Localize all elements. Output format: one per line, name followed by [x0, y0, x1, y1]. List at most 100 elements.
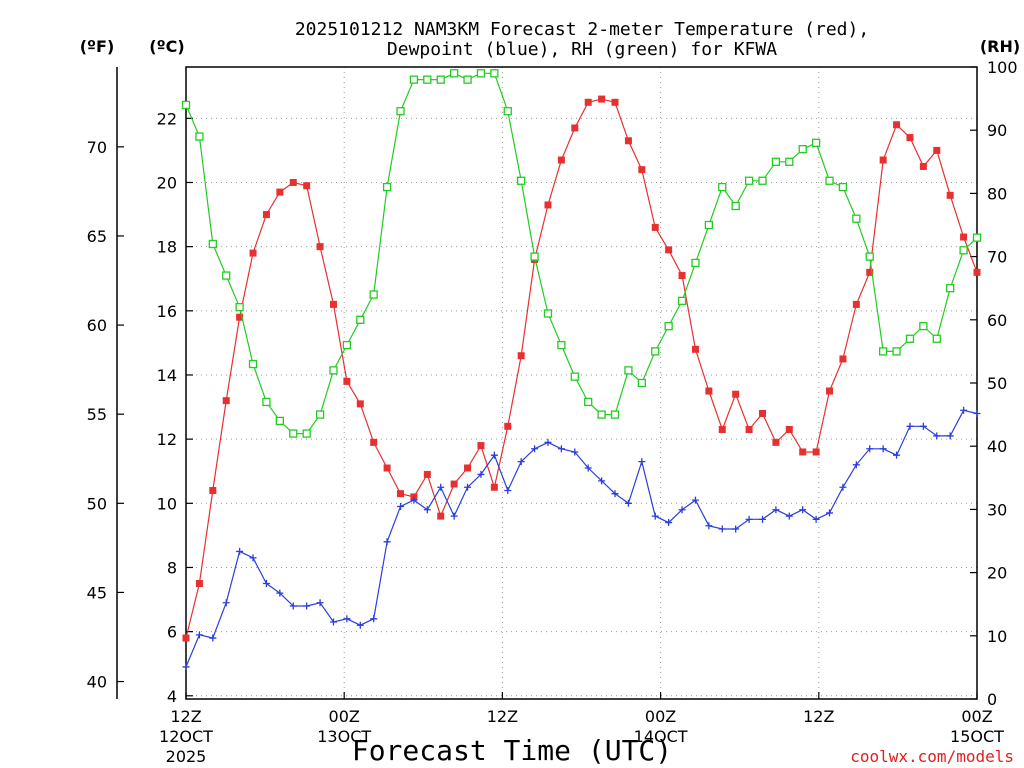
celsius-tick-label: 20 — [157, 173, 177, 192]
dewpoint-point — [611, 490, 619, 498]
temperature-point — [437, 512, 445, 520]
rh-point — [557, 340, 566, 350]
temperature-point — [638, 166, 646, 174]
temperature-point — [933, 146, 941, 154]
celsius-tick-label: 18 — [157, 238, 177, 257]
rh-tick-label: 100 — [987, 58, 1018, 77]
rh-point — [664, 321, 673, 331]
temperature-point — [303, 182, 311, 190]
dewpoint-point — [785, 512, 793, 520]
temperature-point — [812, 448, 820, 456]
chart-title-line2: Dewpoint (blue), RH (green) for KFWA — [387, 39, 777, 60]
watermark: coolwx.com/models — [850, 747, 1014, 766]
dewpoint-point — [343, 615, 351, 623]
celsius-tick-label: 22 — [157, 109, 177, 128]
fahrenheit-tick-label: 65 — [87, 227, 107, 246]
series-rh — [181, 69, 982, 438]
rh-point — [543, 309, 553, 318]
rh-tick-label: 10 — [987, 627, 1007, 646]
rh-point — [758, 176, 767, 185]
rh-point — [637, 378, 646, 388]
temperature-point — [785, 426, 793, 434]
rh-point — [275, 416, 284, 426]
rh-tick-label: 90 — [987, 121, 1007, 140]
dewpoint-line — [185, 409, 978, 668]
rh-line — [185, 72, 978, 435]
fahrenheit-tick-label: 55 — [87, 405, 107, 424]
rh-tick-label: 60 — [987, 311, 1007, 330]
rh-point — [624, 366, 633, 375]
dewpoint-point — [598, 477, 606, 485]
rh-point — [490, 69, 499, 78]
dewpoint-point — [289, 602, 297, 610]
temperature-point — [316, 243, 324, 251]
temperature-point — [329, 300, 337, 308]
temperature-point — [879, 156, 887, 164]
dewpoint-point — [262, 580, 270, 588]
rh-tick-label: 70 — [987, 248, 1007, 267]
dewpoint-point — [691, 496, 699, 504]
dewpoint-point — [236, 547, 244, 555]
dewpoint-point — [423, 506, 431, 514]
x-tick-label: 12Z — [803, 707, 834, 726]
temperature-point — [799, 448, 807, 456]
temperature-point — [906, 134, 914, 142]
series — [181, 69, 982, 671]
dewpoint-point — [799, 506, 807, 514]
rh-point — [517, 176, 526, 185]
temperature-point — [504, 422, 512, 430]
dewpoint-point — [906, 422, 914, 430]
rh-unit-label: (RH) — [980, 37, 1020, 56]
dewpoint-point — [933, 432, 941, 440]
rh-point — [356, 315, 365, 324]
rh-point — [838, 182, 848, 192]
rh-point — [289, 429, 298, 438]
dewpoint-point — [839, 483, 847, 491]
dewpoint-point — [450, 512, 458, 520]
temperature-point — [718, 426, 726, 434]
dewpoint-point — [866, 445, 874, 453]
rh-point — [825, 176, 834, 185]
axes — [116, 66, 978, 700]
dewpoint-point — [182, 663, 190, 671]
celsius-unit-label: (ºC) — [149, 37, 184, 56]
x-tick-label: 14OCT — [634, 727, 688, 746]
celsius-tick-label: 10 — [157, 494, 177, 513]
temperature-point — [195, 580, 203, 588]
fahrenheit-unit-label: (ºF) — [80, 37, 115, 56]
series-dewpoint — [182, 406, 981, 671]
rh-tick-label: 80 — [987, 184, 1007, 203]
rh-point — [651, 347, 660, 356]
x-tick-label: 13OCT — [317, 727, 371, 746]
temperature-point — [276, 188, 284, 196]
rh-point — [919, 321, 928, 331]
fahrenheit-tick-label: 45 — [87, 583, 107, 602]
celsius-tick-label: 6 — [167, 623, 177, 642]
temperature-point — [705, 387, 713, 395]
dewpoint-point — [879, 445, 887, 453]
dewpoint-point — [316, 599, 324, 607]
rh-point — [423, 75, 432, 84]
temperature-point — [866, 268, 874, 276]
dewpoint-point — [772, 506, 780, 514]
temperature-point — [477, 442, 485, 450]
rh-point — [530, 252, 539, 261]
x-tick-label: 15OCT — [950, 727, 1004, 746]
rh-point — [382, 182, 392, 192]
dewpoint-point — [973, 409, 981, 417]
temperature-point — [182, 634, 190, 642]
dewpoint-point — [195, 631, 203, 639]
dewpoint-point — [638, 458, 646, 466]
rh-point — [503, 107, 512, 116]
dewpoint-point — [209, 634, 217, 642]
rh-point — [879, 347, 888, 356]
dewpoint-point — [665, 519, 673, 527]
rh-point — [785, 157, 794, 166]
dewpoint-point — [383, 538, 391, 546]
dewpoint-point — [960, 406, 968, 414]
temperature-point — [584, 98, 592, 106]
plot-frame — [185, 66, 978, 700]
rh-point — [262, 397, 271, 407]
temperature-point — [209, 486, 217, 494]
